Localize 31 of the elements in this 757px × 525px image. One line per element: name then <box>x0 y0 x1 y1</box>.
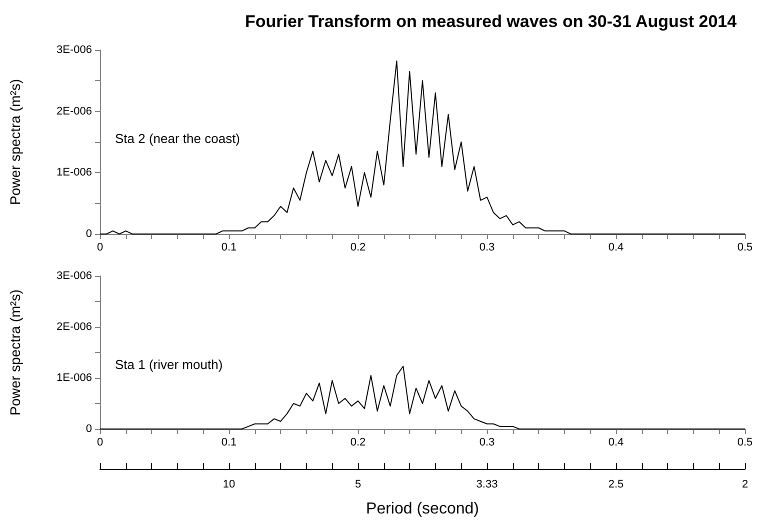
y-tick-label: 2E-006 <box>56 321 92 333</box>
y-axis-title: Power spectra (m²s) <box>7 289 23 416</box>
x-tick-label: 0 <box>96 436 104 448</box>
y-tick-label: 2E-006 <box>56 105 92 118</box>
annotation: Sta 1 (river mouth) <box>115 357 223 372</box>
x-tick-label: 0.1 <box>221 242 237 254</box>
y-tick-label: 3E-006 <box>56 270 92 282</box>
x-tick-label: 0.3 <box>479 242 495 254</box>
x-tick-label: 0.4 <box>608 242 624 254</box>
annotation: 5 <box>354 478 362 490</box>
x-tick-label: 0.2 <box>350 242 366 254</box>
x-tick-label: 0.5 <box>737 242 753 254</box>
y-tick-label: 0 <box>86 423 92 435</box>
y-tick-label: 3E-006 <box>56 44 92 56</box>
annotation: 3.33 <box>476 478 498 490</box>
chart-title: Fourier Transform on measured waves on 30-31 August 2014 <box>245 12 738 31</box>
x-tick-label: 0.2 <box>350 436 366 448</box>
annotation: 2.5 <box>608 478 624 490</box>
x-tick-label: 0.4 <box>608 436 624 448</box>
y-axis-title: Power spectra (m²s) <box>7 78 23 206</box>
annotation: 2 <box>742 478 748 490</box>
y-tick-label: 0 <box>86 228 92 240</box>
x-tick-label: 0.5 <box>737 436 753 448</box>
x-tick-label: 0.1 <box>221 436 237 448</box>
x-tick-label: 0 <box>96 242 104 254</box>
annotation: 10 <box>222 478 236 490</box>
annotation: Sta 2 (near the coast) <box>115 131 240 146</box>
x2-axis-title: Period (second) <box>366 500 479 518</box>
y-tick-label: 1E-006 <box>56 166 92 179</box>
x-tick-label: 0.3 <box>479 436 495 448</box>
y-tick-label: 1E-006 <box>56 372 92 384</box>
